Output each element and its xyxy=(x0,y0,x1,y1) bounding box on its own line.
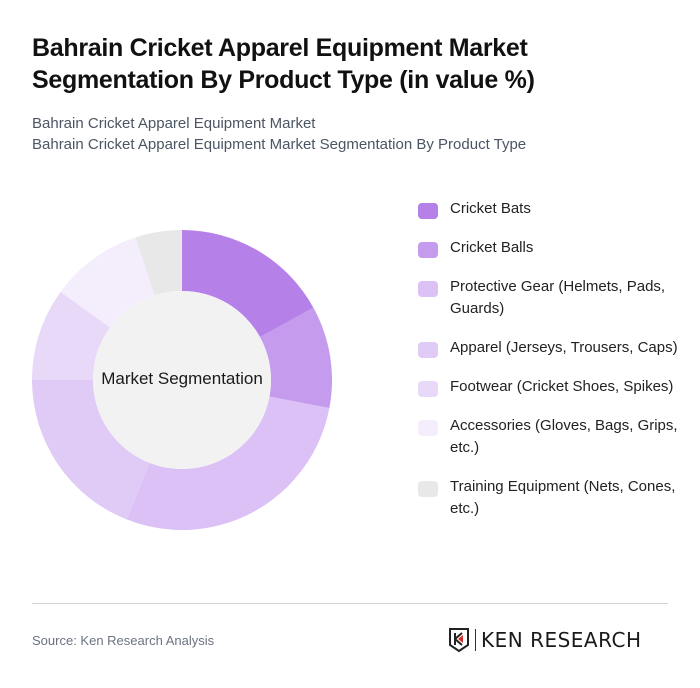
legend-swatch xyxy=(418,203,438,219)
legend-item: Footwear (Cricket Shoes, Spikes) xyxy=(418,376,678,398)
donut-slice xyxy=(32,291,110,380)
legend-swatch xyxy=(418,481,438,497)
legend-label: Protective Gear (Helmets, Pads, Guards) xyxy=(450,278,666,317)
legend-swatch xyxy=(418,420,438,436)
chart-subtitle: Bahrain Cricket Apparel Equipment Market… xyxy=(32,113,526,155)
donut-slice xyxy=(135,230,182,296)
legend-label: Cricket Balls xyxy=(450,239,534,256)
legend-swatch xyxy=(418,242,438,258)
donut-slice xyxy=(32,380,150,520)
subtitle-line-2: Bahrain Cricket Apparel Equipment Market… xyxy=(32,136,527,153)
logo-separator xyxy=(475,629,476,651)
legend-item: Cricket Bats xyxy=(418,198,678,220)
legend-label: Cricket Bats xyxy=(450,200,531,217)
ken-research-logo: KEN RESEARCH xyxy=(448,627,642,653)
legend-swatch xyxy=(418,281,438,297)
donut-chart xyxy=(32,230,332,530)
donut-hole xyxy=(93,291,271,469)
legend-item: Protective Gear (Helmets, Pads, Guards) xyxy=(418,276,678,320)
footer-divider xyxy=(32,603,668,604)
donut-slice xyxy=(60,237,155,328)
logo-text: KEN RESEARCH xyxy=(481,628,642,652)
legend-label: Footwear (Cricket Shoes, Spikes) xyxy=(450,378,674,395)
donut-slice xyxy=(259,307,332,409)
ken-research-shield-icon xyxy=(449,628,469,653)
donut-slice xyxy=(126,396,330,530)
legend-label: Accessories (Gloves, Bags, Grips, etc.) xyxy=(450,417,678,456)
chart-legend: Cricket Bats Cricket Balls Protective Gear… xyxy=(418,198,678,537)
legend-label: Apparel (Jerseys, Trousers, Caps) xyxy=(450,339,678,356)
source-note: Source: Ken Research Analysis xyxy=(32,633,215,648)
legend-item: Apparel (Jerseys, Trousers, Caps) xyxy=(418,337,678,359)
legend-item: Accessories (Gloves, Bags, Grips, etc.) xyxy=(418,415,678,459)
legend-item: Cricket Balls xyxy=(418,237,678,259)
subtitle-line-1: Bahrain Cricket Apparel Equipment Market xyxy=(32,115,316,132)
donut-center-label: Market Segmentation xyxy=(101,369,263,388)
donut-slice xyxy=(182,230,314,338)
legend-item: Training Equipment (Nets, Cones, etc.) xyxy=(418,476,678,520)
legend-swatch xyxy=(418,342,438,358)
legend-label: Training Equipment (Nets, Cones, etc.) xyxy=(450,478,676,517)
chart-title: Bahrain Cricket Apparel Equipment Market… xyxy=(32,34,535,94)
legend-swatch xyxy=(418,381,438,397)
